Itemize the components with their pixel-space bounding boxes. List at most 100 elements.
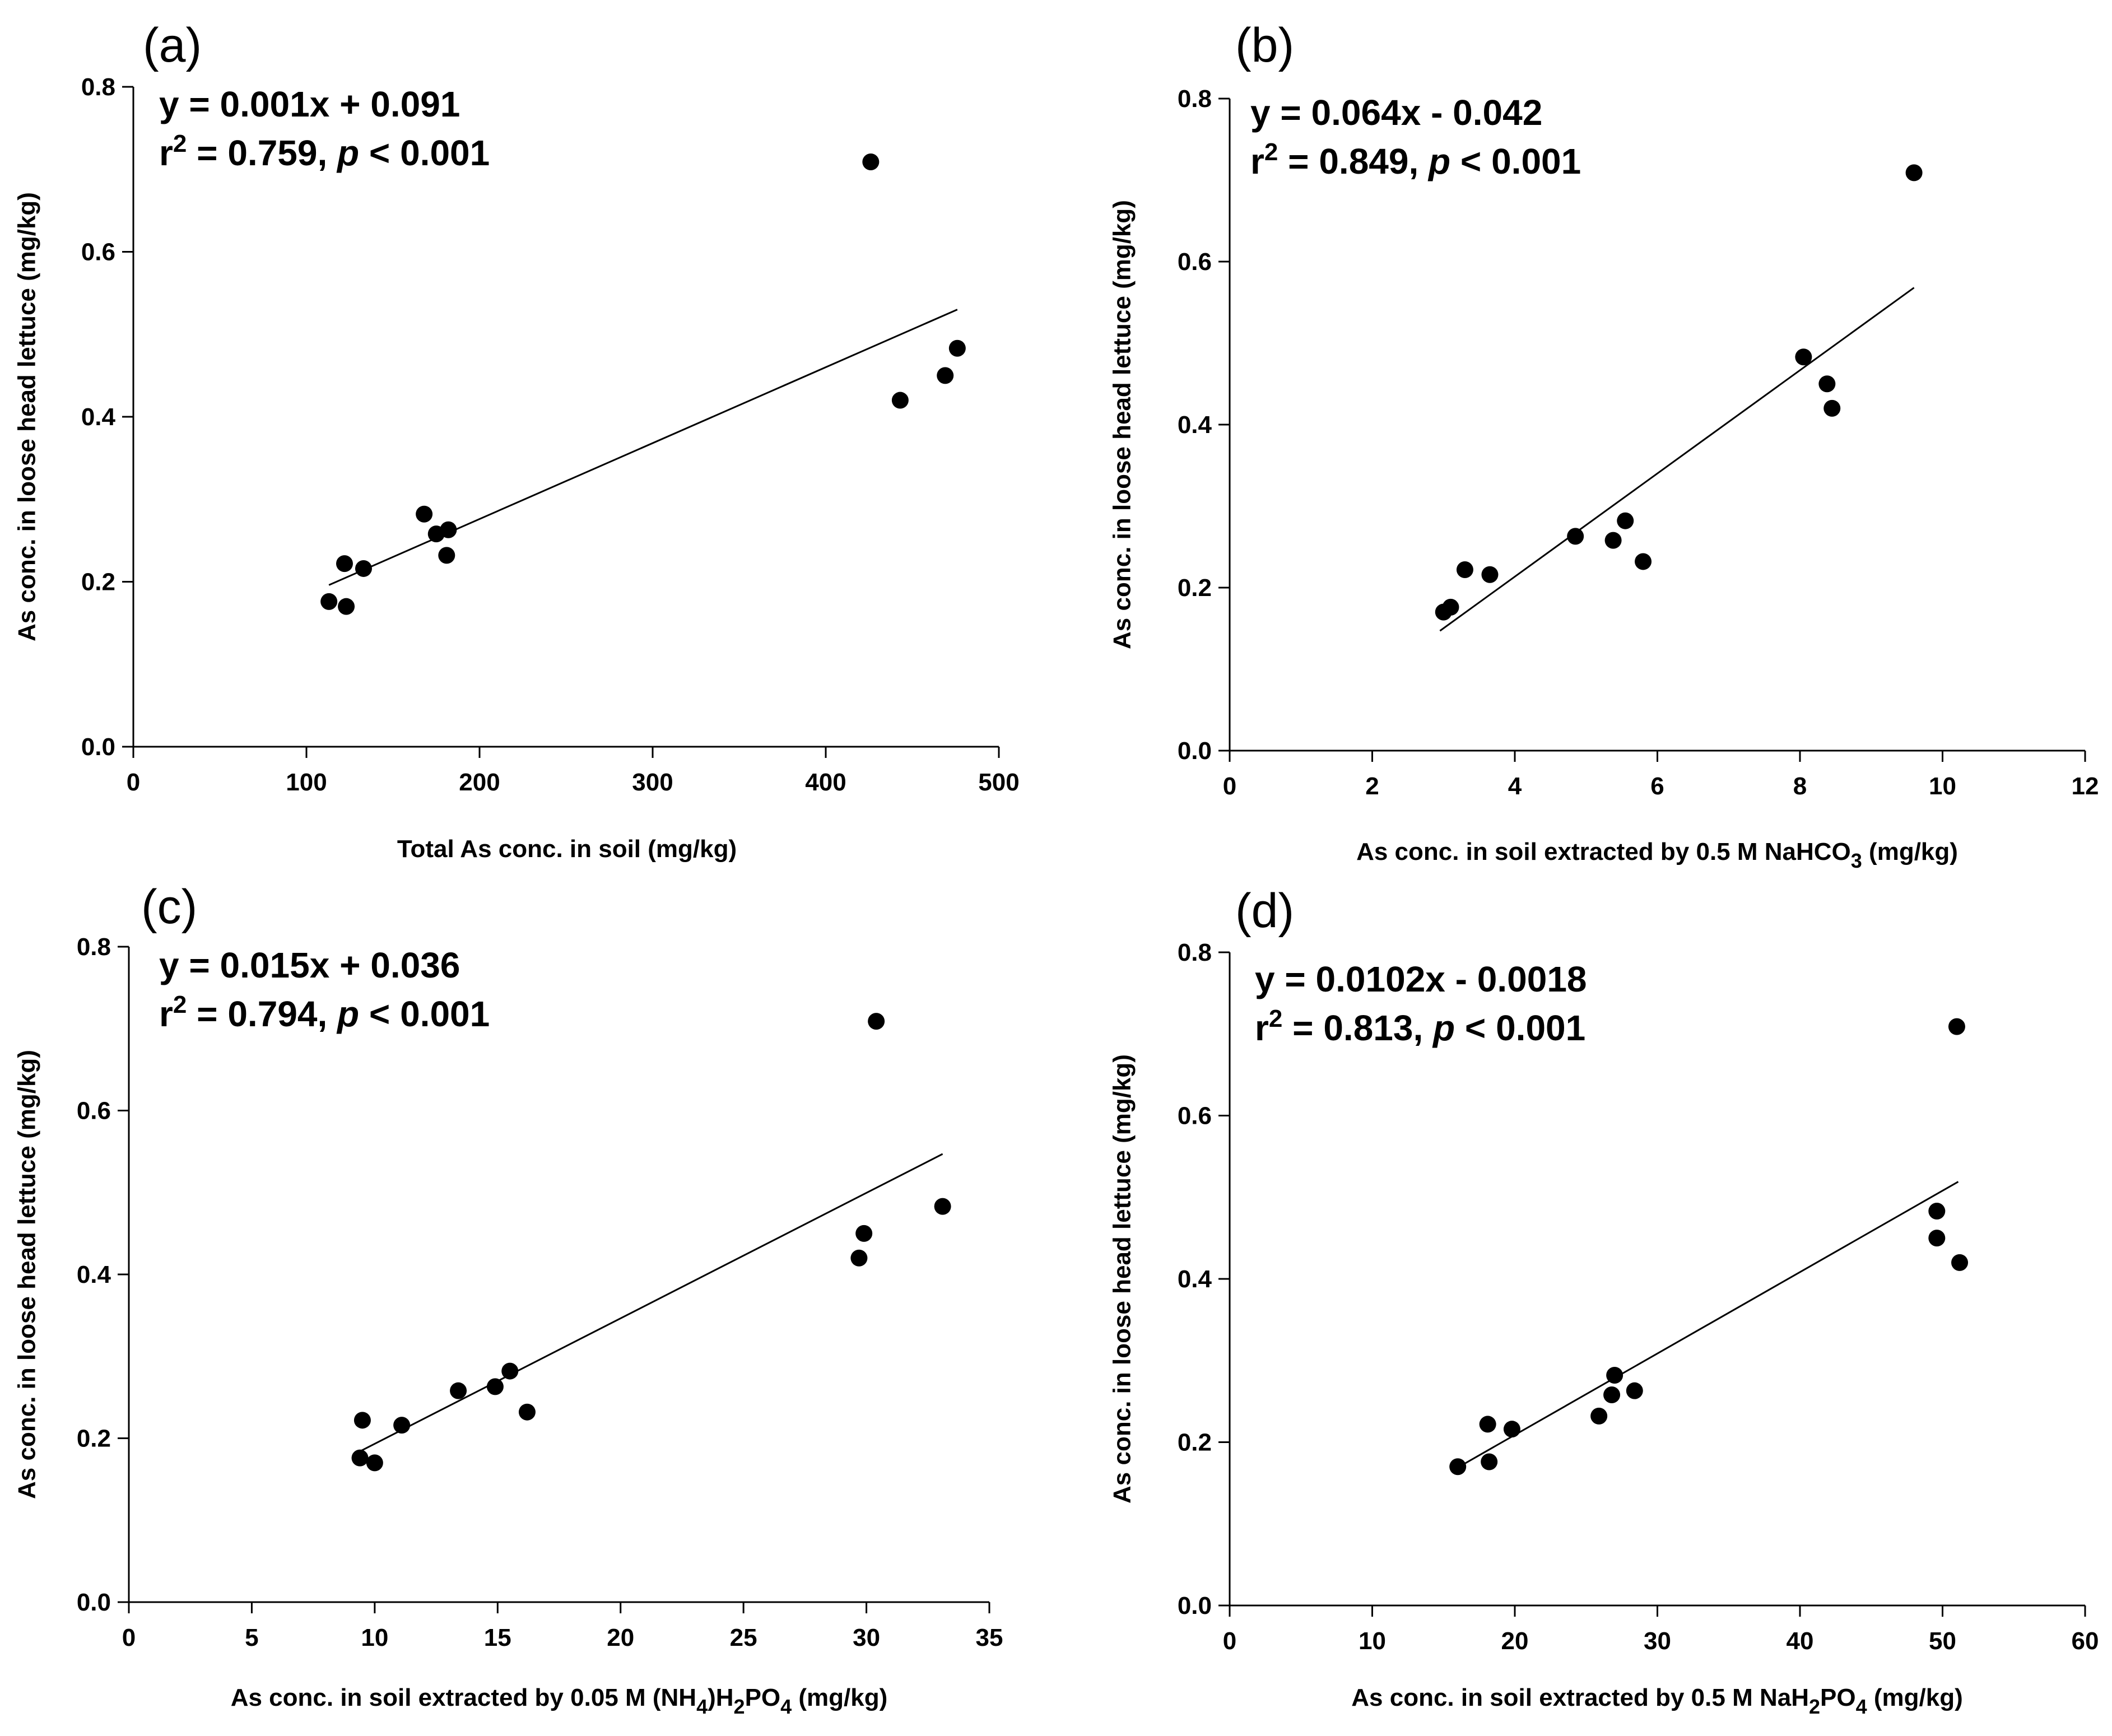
data-point bbox=[355, 560, 372, 577]
y-tick-label: 0.2 bbox=[77, 1425, 111, 1453]
x-tick-label: 5 bbox=[245, 1624, 258, 1651]
regression-line bbox=[355, 1153, 943, 1455]
data-point bbox=[862, 153, 880, 170]
data-point bbox=[1503, 1421, 1520, 1438]
regression-equation: y = 0.015x + 0.036 bbox=[159, 945, 460, 985]
x-tick-label: 10 bbox=[361, 1624, 388, 1651]
data-point bbox=[948, 339, 966, 357]
data-point bbox=[486, 1378, 504, 1395]
r2-p-statement: r2 = 0.813, p < 0.001 bbox=[1255, 1005, 1585, 1048]
data-point bbox=[1626, 1382, 1643, 1399]
data-point bbox=[891, 392, 909, 409]
x-tick-label: 20 bbox=[1501, 1627, 1529, 1655]
data-point bbox=[501, 1362, 519, 1380]
data-point bbox=[1603, 1386, 1621, 1403]
x-tick-label: 0 bbox=[1223, 1627, 1236, 1655]
panel-b: 0.0 0.2 0.4 0.6 0.8 0 2 4 6 8 10 12 (b) y = 0.064x - … bbox=[1109, 18, 2099, 872]
data-point bbox=[1951, 1254, 1969, 1271]
data-point bbox=[1442, 598, 1459, 616]
data-point bbox=[1948, 1018, 1965, 1035]
data-point bbox=[1590, 1407, 1608, 1425]
y-tick-label: 0.4 bbox=[1178, 1265, 1212, 1293]
x-tick-label: 10 bbox=[1359, 1627, 1386, 1655]
regression-line bbox=[1439, 287, 1915, 632]
data-point bbox=[366, 1454, 383, 1472]
data-point bbox=[1823, 399, 1841, 417]
x-tick-label: 50 bbox=[1929, 1627, 1956, 1655]
data-point bbox=[450, 1382, 467, 1399]
x-tick-label: 100 bbox=[286, 769, 327, 796]
y-tick-label: 0.6 bbox=[1178, 248, 1212, 276]
data-point bbox=[336, 555, 353, 573]
y-axis-title: As conc. in loose head lettuce (mg/kg) bbox=[1109, 1054, 1136, 1504]
x-tick-label: 500 bbox=[978, 769, 1019, 796]
data-point bbox=[1635, 553, 1652, 570]
y-axis-title: As conc. in loose head lettuce (mg/kg) bbox=[13, 192, 41, 641]
y-tick-label: 0.4 bbox=[1178, 411, 1212, 439]
x-tick-label: 200 bbox=[459, 769, 500, 796]
y-tick-label: 0.2 bbox=[1178, 574, 1212, 602]
x-tick-label: 25 bbox=[730, 1624, 757, 1651]
regression-equation: y = 0.0102x - 0.0018 bbox=[1255, 959, 1587, 999]
regression-equation: y = 0.064x - 0.042 bbox=[1250, 92, 1542, 133]
panel-d: 0.0 0.2 0.4 0.6 0.8 0 10 20 30 40 50 60 (d) y = 0.010… bbox=[1109, 884, 2099, 1718]
x-tick-label: 20 bbox=[607, 1624, 634, 1651]
data-point bbox=[1606, 1366, 1623, 1384]
panel-c: 0.0 0.2 0.4 0.6 0.8 0 5 10 15 20 25 30 35 (c) y = 0.01… bbox=[13, 880, 1003, 1718]
x-tick-label: 300 bbox=[632, 769, 673, 796]
data-point bbox=[351, 1449, 369, 1467]
x-tick-label: 0 bbox=[127, 769, 140, 796]
data-point bbox=[1479, 1416, 1496, 1433]
data-point bbox=[850, 1249, 868, 1267]
y-tick-label: 0.0 bbox=[1178, 737, 1212, 765]
data-point bbox=[1604, 532, 1622, 549]
data-point bbox=[934, 1198, 951, 1215]
data-point bbox=[440, 521, 457, 538]
data-point bbox=[438, 547, 455, 564]
y-tick-label: 0.6 bbox=[1178, 1102, 1212, 1130]
x-axis-title: As conc. in soil extracted by 0.5 M NaH2… bbox=[1351, 1684, 1962, 1718]
y-tick-label: 0.8 bbox=[81, 73, 115, 101]
x-axis-title: Total As conc. in soil (mg/kg) bbox=[397, 835, 737, 863]
data-point bbox=[937, 367, 954, 384]
r2-p-statement: r2 = 0.794, p < 0.001 bbox=[159, 991, 490, 1034]
y-tick-label: 0.4 bbox=[77, 1261, 111, 1288]
y-tick-label: 0.0 bbox=[77, 1589, 111, 1616]
x-tick-label: 40 bbox=[1787, 1627, 1814, 1655]
panel-label: (c) bbox=[141, 880, 197, 934]
data-point bbox=[1617, 512, 1634, 529]
x-tick-label: 10 bbox=[1929, 772, 1956, 800]
y-tick-label: 0.4 bbox=[81, 403, 116, 431]
r2-p-statement: r2 = 0.849, p < 0.001 bbox=[1250, 138, 1581, 181]
data-point bbox=[1905, 164, 1923, 181]
x-tick-label: 12 bbox=[2072, 772, 2099, 800]
x-tick-label: 6 bbox=[1650, 772, 1664, 800]
y-tick-label: 0.2 bbox=[81, 569, 115, 596]
data-point bbox=[416, 505, 433, 523]
data-point bbox=[353, 1412, 371, 1429]
data-point bbox=[1449, 1458, 1467, 1476]
x-tick-label: 8 bbox=[1793, 772, 1807, 800]
data-point bbox=[1481, 1453, 1498, 1470]
panel-a: 0.0 0.2 0.4 0.6 0.8 0 100 200 300 400 500 (a) y = 0.… bbox=[13, 18, 1020, 863]
y-tick-label: 0.0 bbox=[81, 733, 115, 761]
x-axis-title: As conc. in soil extracted by 0.05 M (NH… bbox=[231, 1684, 888, 1718]
regression-line bbox=[328, 309, 958, 586]
x-tick-label: 4 bbox=[1508, 772, 1522, 800]
x-tick-label: 15 bbox=[484, 1624, 511, 1651]
data-point bbox=[518, 1403, 536, 1421]
r2-p-statement: r2 = 0.759, p < 0.001 bbox=[159, 130, 490, 173]
y-tick-label: 0.0 bbox=[1178, 1592, 1212, 1619]
y-tick-label: 0.6 bbox=[81, 239, 115, 266]
y-tick-label: 0.8 bbox=[1178, 939, 1212, 966]
x-tick-label: 0 bbox=[122, 1624, 136, 1651]
y-tick-label: 0.6 bbox=[77, 1097, 111, 1125]
data-point bbox=[338, 598, 355, 615]
data-point bbox=[393, 1417, 411, 1434]
panel-label: (b) bbox=[1235, 18, 1294, 72]
regression-line bbox=[1455, 1181, 1959, 1469]
y-axis-title: As conc. in loose head lettuce (mg/kg) bbox=[13, 1050, 41, 1499]
data-point bbox=[1818, 375, 1836, 393]
x-tick-label: 400 bbox=[805, 769, 846, 796]
